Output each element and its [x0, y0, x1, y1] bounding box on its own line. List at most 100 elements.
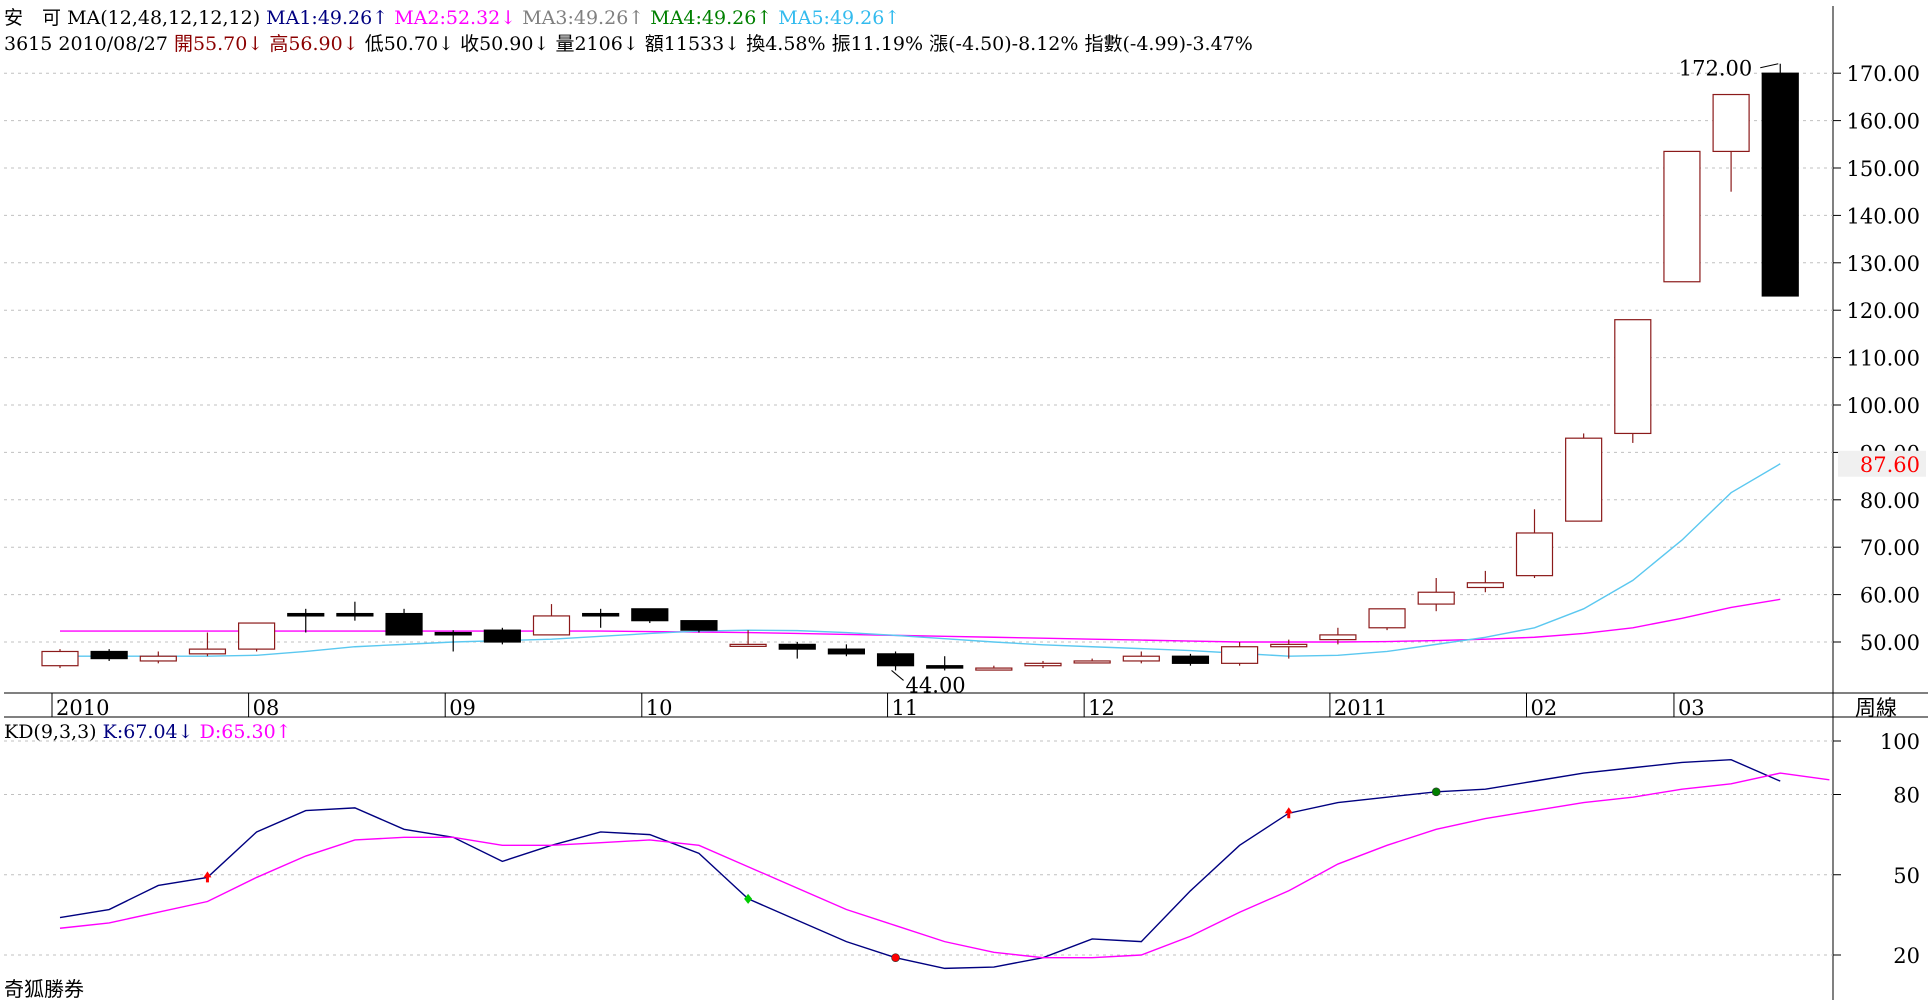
period-label: 周線: [1855, 696, 1897, 720]
low-annotation-label: 44.00: [906, 673, 966, 697]
high-annotation-label: 172.00: [1679, 57, 1752, 81]
price-tick-label: 170.00: [1847, 62, 1920, 86]
stock-name: 安 可: [4, 7, 62, 29]
x-tick-label: 09: [449, 696, 476, 720]
price-tick-label: 160.00: [1847, 110, 1920, 134]
candle-body: [1466, 582, 1504, 589]
price-tick-label: 130.00: [1847, 252, 1920, 276]
low-value: 低50.70: [364, 33, 439, 55]
price-tick-label: 70.00: [1860, 536, 1920, 560]
current-price-label: 87.60: [1860, 453, 1920, 477]
close-arrow-icon: ↓: [533, 33, 550, 55]
open-value: 開55.70: [173, 33, 248, 55]
ma1-arrow-icon: ↑: [372, 7, 389, 29]
amount-arrow-icon: ↓: [724, 33, 741, 55]
x-tick-label: 02: [1531, 696, 1558, 720]
candle-body: [1319, 634, 1357, 641]
kd-header: KD(9,3,3) K:67.04↓ D:65.30↑: [4, 720, 292, 744]
candle-body: [1368, 608, 1406, 629]
ma3-value: MA3:49.26: [522, 7, 629, 29]
candle-body: [90, 650, 128, 660]
kd-arrow-marker: [203, 871, 212, 883]
ma-header: 安 可 MA(12,48,12,12,12) MA1:49.26↑ MA2:52…: [4, 6, 900, 30]
kd-cross-marker: [744, 893, 753, 904]
candle-body: [1270, 643, 1308, 648]
x-tick-label: 03: [1678, 696, 1705, 720]
kd-tick-label: 80: [1893, 784, 1920, 808]
turnover-value: 換4.58%: [746, 33, 826, 55]
price-tick-label: 120.00: [1847, 299, 1920, 323]
k-arrow-icon: ↓: [177, 721, 194, 743]
candle-body: [1220, 646, 1259, 664]
candle-body: [778, 643, 816, 650]
candle-body: [1417, 591, 1455, 605]
candle-body: [238, 622, 276, 650]
kd-cross-marker: [1431, 787, 1441, 797]
candle-body: [1171, 655, 1210, 664]
price-tick-label: 80.00: [1860, 489, 1920, 513]
close-value: 收50.90: [460, 33, 534, 55]
ma2-arrow-icon: ↓: [500, 7, 517, 29]
volume-arrow-icon: ↓: [622, 33, 639, 55]
candle-body: [532, 615, 571, 636]
x-tick-label: 10: [646, 696, 673, 720]
price-tick-label: 140.00: [1847, 204, 1920, 228]
high-annotation-leader: [1760, 63, 1779, 69]
ma-line-magenta: [60, 598, 1781, 643]
candle-body: [926, 665, 964, 669]
candle-body: [1663, 150, 1701, 283]
candle-body: [336, 612, 374, 617]
kd-spec: KD(9,3,3): [4, 721, 97, 743]
candle-body: [1761, 72, 1799, 297]
kd-cross-marker: [891, 953, 900, 962]
kd-arrow-marker: [1284, 807, 1293, 819]
current-price-box: [1838, 450, 1926, 477]
d-line: [59, 772, 1830, 959]
candle-body: [631, 608, 669, 622]
low-annotation-leader: [891, 670, 904, 681]
ma-line-cyan: [60, 463, 1781, 657]
index-value: 指數(-4.99)-3.47%: [1084, 33, 1253, 55]
ma3-arrow-icon: ↑: [628, 7, 645, 29]
change-value: 漲(-4.50)-8.12%: [929, 33, 1079, 55]
volume-value: 量2106: [555, 33, 623, 55]
candle-body: [188, 648, 227, 655]
d-arrow-icon: ↑: [275, 721, 292, 743]
candle-body: [1073, 660, 1111, 664]
x-tick-label: 08: [253, 696, 280, 720]
x-tick-label: 12: [1088, 696, 1115, 720]
low-arrow-icon: ↓: [438, 33, 455, 55]
candle-body: [975, 667, 1013, 671]
price-tick-label: 60.00: [1860, 584, 1920, 608]
ma2-value: MA2:52.32: [394, 7, 501, 29]
price-tick-label: 100.00: [1847, 394, 1920, 418]
code-date: 3615 2010/08/27: [4, 33, 168, 55]
candle-body: [1565, 437, 1603, 522]
candle-body: [434, 631, 472, 636]
candle-body: [680, 620, 718, 631]
k-line: [59, 759, 1781, 970]
candle-body: [41, 650, 79, 667]
candle-body: [1712, 93, 1750, 153]
candle-body: [876, 653, 915, 667]
ma1-value: MA1:49.26: [266, 7, 373, 29]
ma4-arrow-icon: ↑: [756, 7, 773, 29]
ma-spec: MA(12,48,12,12,12): [67, 7, 261, 29]
ma4-value: MA4:49.26: [650, 7, 757, 29]
amplitude-value: 振11.19%: [831, 33, 924, 55]
ma5-value: MA5:49.26: [778, 7, 885, 29]
price-tick-label: 50.00: [1860, 631, 1920, 655]
kd-tick-label: 20: [1893, 944, 1920, 968]
candle-body: [1024, 662, 1062, 667]
x-tick-label: 2010: [56, 696, 109, 720]
kd-tick-label: 100: [1880, 730, 1920, 754]
candle-body: [1515, 532, 1554, 577]
candle-body: [827, 648, 866, 655]
quote-header: 3615 2010/08/27 開55.70↓ 高56.90↓ 低50.70↓ …: [4, 32, 1253, 56]
amount-value: 額11533: [644, 33, 725, 55]
candle-body: [582, 612, 620, 617]
price-tick-label: 110.00: [1847, 347, 1920, 371]
candle-body: [729, 643, 767, 647]
candle-body: [287, 612, 325, 617]
